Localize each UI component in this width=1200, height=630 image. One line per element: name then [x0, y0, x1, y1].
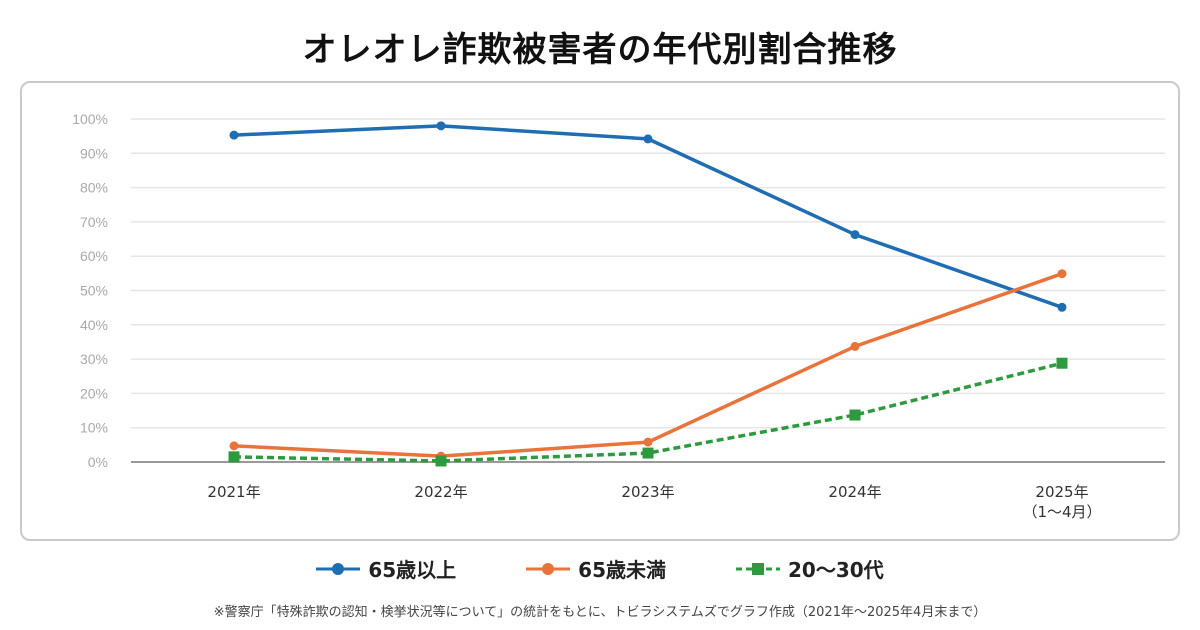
data-point-2 [642, 447, 654, 459]
data-point-1 [850, 341, 860, 351]
data-point-0 [229, 130, 239, 140]
x-tick-label: 2023年 [621, 483, 674, 501]
y-tick-label: 40% [80, 317, 108, 333]
legend-marker-20-30s [736, 562, 780, 575]
legend-label-20-30s: 20〜30代 [788, 558, 884, 582]
legend-label-65-plus: 65歳以上 [368, 558, 457, 582]
data-point-0 [1057, 302, 1067, 312]
y-tick-label: 70% [80, 214, 108, 230]
legend-marker-65-plus [316, 562, 361, 575]
legend-item-65-plus: 65歳以上 [316, 554, 456, 583]
y-tick-label: 30% [80, 351, 108, 367]
x-tick-label: 2021年 [207, 483, 260, 501]
y-tick-label: 20% [80, 385, 108, 401]
x-tick-label: 2024年 [828, 483, 881, 501]
x-tick-label: （1〜4月） [1022, 503, 1101, 521]
y-tick-label: 50% [80, 283, 108, 299]
data-point-1 [643, 437, 653, 447]
chart-frame [20, 81, 1180, 541]
data-point-1 [1057, 269, 1067, 279]
x-tick-label: 2025年 [1035, 483, 1088, 501]
legend-marker-under-65 [526, 562, 571, 575]
series-line-1 [233, 272, 1063, 458]
legend-label-under-65: 65歳未満 [578, 558, 666, 582]
series-line-2 [233, 361, 1063, 463]
chart-title: オレオレ詐欺被害者の年代別割合推移 [302, 30, 898, 70]
legend: 65歳以上 65歳未満 20〜30代 [0, 554, 1200, 583]
legend-item-20-30s: 20〜30代 [736, 554, 884, 583]
data-point-2 [435, 455, 447, 467]
y-tick-label: 60% [80, 248, 108, 264]
y-tick-label: 0% [88, 454, 108, 470]
footnote: ※警察庁「特殊詐欺の認知・検挙状況等について」の統計をもとに、トビラシステムズで… [213, 605, 987, 620]
data-point-0 [850, 230, 860, 240]
legend-item-under-65: 65歳未満 [526, 554, 666, 583]
y-tick-label: 100% [72, 111, 108, 127]
data-point-2 [1056, 357, 1068, 369]
data-point-0 [643, 134, 653, 144]
data-point-1 [229, 441, 239, 451]
data-point-2 [849, 409, 861, 421]
y-tick-label: 80% [80, 180, 108, 196]
y-tick-label: 90% [80, 145, 108, 161]
data-point-0 [436, 121, 446, 131]
y-tick-label: 10% [80, 420, 108, 436]
x-tick-label: 2022年 [414, 483, 467, 501]
data-point-2 [228, 451, 240, 463]
